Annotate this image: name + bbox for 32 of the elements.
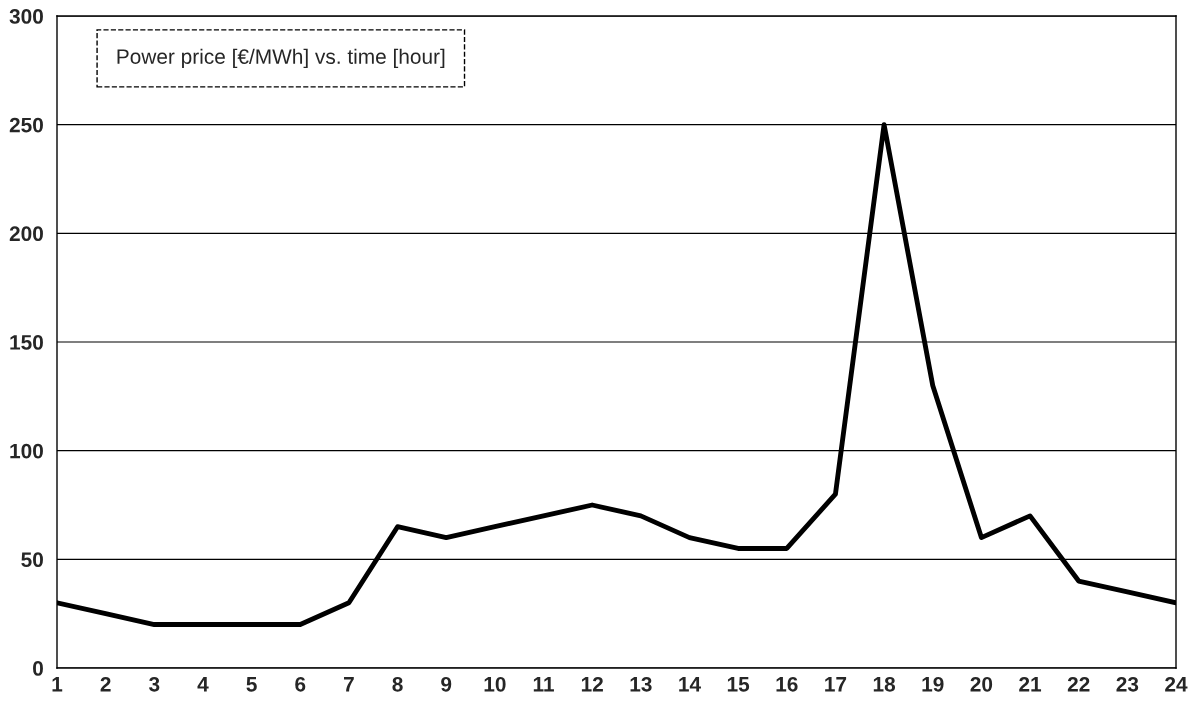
x-tick-label: 19	[922, 676, 944, 692]
y-tick-label: 300	[9, 9, 43, 24]
x-tick-label: 12	[581, 676, 603, 692]
x-tick-label: 8	[392, 676, 403, 692]
x-tick-label: 13	[630, 676, 652, 692]
x-tick-label: 18	[873, 676, 896, 692]
x-tick-label: 22	[1067, 676, 1090, 692]
x-tick-label: 7	[344, 677, 354, 692]
y-tick-label: 50	[21, 552, 43, 568]
x-tick-label: 16	[776, 676, 798, 692]
x-tick-label: 24	[1165, 676, 1188, 692]
x-tick-label: 4	[197, 677, 209, 692]
x-tick-label: 1	[52, 677, 63, 692]
x-tick-label: 3	[148, 676, 160, 692]
y-tick-label: 0	[33, 661, 43, 676]
y-tick-label: 200	[9, 226, 43, 242]
y-tick-label: 150	[10, 335, 43, 350]
x-tick-label: 11	[533, 677, 554, 692]
x-tick-label: 23	[1116, 676, 1139, 692]
y-tick-label: 250	[9, 117, 43, 133]
x-tick-label: 21	[1019, 676, 1042, 692]
text: Power price [€/MWh] vs. time [hour]	[117, 48, 445, 69]
x-tick-label: 5	[246, 677, 257, 692]
x-tick-label: 14	[679, 677, 701, 692]
x-tick-label: 17	[825, 677, 847, 692]
x-tick-label: 10	[484, 676, 506, 692]
x-tick-label: 9	[441, 676, 452, 692]
x-tick-label: 15	[727, 677, 750, 692]
x-tick-label: 20	[970, 676, 993, 692]
x-tick-label: 6	[295, 676, 306, 692]
x-tick-label: 2	[100, 676, 111, 692]
y-tick-label: 100	[10, 443, 43, 459]
